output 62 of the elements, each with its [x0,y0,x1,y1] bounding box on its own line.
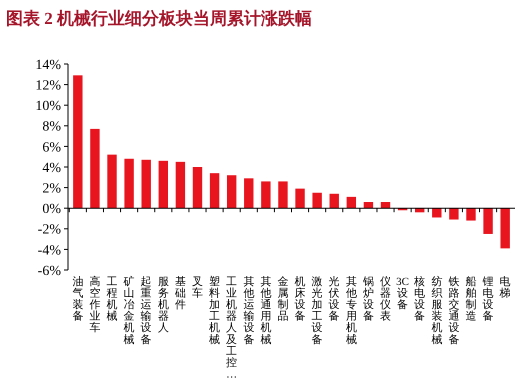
x-tick-label: 核电设备 [413,275,426,323]
bar [158,160,168,208]
bar [346,196,356,208]
x-tick-label: 叉车 [192,276,203,300]
bar [142,160,151,208]
y-tick-label: 2% [42,182,62,196]
y-tick-label: 4% [42,160,62,176]
x-tick-label: 锂电设备 [482,276,494,323]
x-tick-label: 船舶制造 [465,276,476,323]
bar [226,175,236,208]
x-tick-label: 其他专用机械 [346,275,357,346]
x-tick-label: 服务机器人 [158,276,169,334]
bar [500,208,510,248]
bar [330,194,339,208]
x-tick-label: 电梯 [498,275,511,300]
bar [210,173,220,208]
bar [261,181,271,208]
y-tick-label: -4% [38,243,62,258]
bar [107,154,117,208]
bar [244,178,254,208]
x-tick-label: 纺织服装机械 [431,275,442,346]
bar [124,158,134,208]
x-tick-label: 锅炉设备 [362,276,374,323]
x-tick-label: 油气装备 [72,275,84,323]
y-tick-label: 8% [42,120,62,135]
bar [176,162,186,208]
category-label: 工业机器人及工控… [226,276,238,380]
x-tick-label: 塑料加工机械 [209,275,220,346]
y-tick-label: -2% [38,222,62,238]
x-tick-label: 仪器仪表 [380,276,392,323]
bar [312,192,322,208]
x-tick-label: 机床设备 [294,276,306,323]
bar [449,208,459,220]
bar [364,202,374,208]
x-tick-label: 高空作业车 [88,275,100,334]
x-tick-label: 工程机械 [106,276,118,323]
bar [483,208,493,234]
bar [432,208,442,218]
bar [73,75,83,208]
x-tick-label: 矿山冶金机械 [122,275,135,346]
bar [295,188,305,208]
bar [278,181,288,208]
x-tick-label: 基础件 [174,275,186,312]
y-tick-label: 0% [42,202,62,218]
y-tick-label: -6% [38,264,62,279]
y-tick-label: 12% [35,78,62,94]
x-tick-label: 金属制品 [277,276,288,323]
bar [415,208,424,212]
x-tick-label: 3C设备 [396,276,410,312]
x-tick-label: 光伏设备 [328,275,340,323]
bar [192,167,202,208]
y-tick-label: 6% [42,140,62,156]
chart-title: 图表 2 机械行业细分板块当周累计涨跌幅 [6,9,312,28]
x-tick-label: 其他通用机械 [260,275,272,346]
bar [466,208,476,221]
x-tick-label: 其他运输设备 [243,275,254,346]
y-tick-label: 14% [35,58,62,73]
x-tick-label: 铁路交通设备 [447,276,460,346]
y-tick-label: 10% [35,99,62,114]
x-tick-label: 激光加工设备 [312,276,323,346]
bar [90,128,100,208]
x-tick-label: 起重运输设备 [140,276,152,346]
